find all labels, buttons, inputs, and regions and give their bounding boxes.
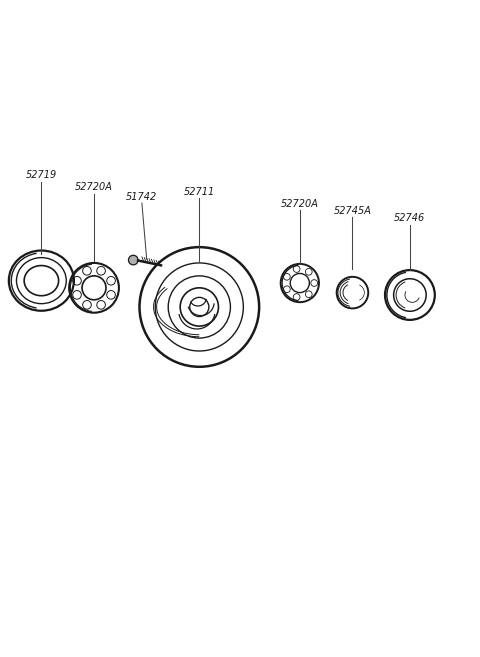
Text: 52720A: 52720A <box>281 199 319 209</box>
Circle shape <box>129 256 138 265</box>
Text: 52720A: 52720A <box>75 182 113 193</box>
Text: 52745A: 52745A <box>334 206 372 216</box>
Text: 52746: 52746 <box>394 214 426 223</box>
Text: 52719: 52719 <box>26 170 57 180</box>
Text: 52711: 52711 <box>184 187 215 197</box>
Text: 51742: 51742 <box>126 192 157 202</box>
